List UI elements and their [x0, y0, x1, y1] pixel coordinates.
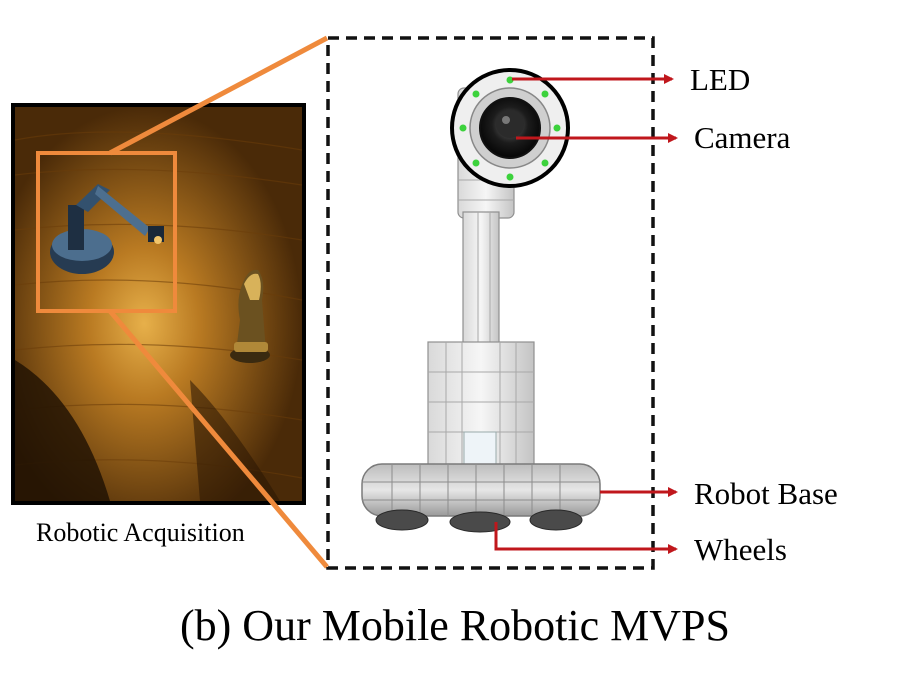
acquisition-photo [11, 103, 306, 505]
robot-render [361, 68, 601, 533]
robot-arm-icon [50, 184, 164, 274]
chess-knight-icon [230, 269, 270, 363]
wheels-arrow [494, 522, 678, 554]
zoom-region [36, 151, 177, 313]
figure-caption: (b) Our Mobile Robotic MVPS [180, 601, 730, 650]
camera-lens-icon [479, 97, 541, 159]
zoom-connector [108, 35, 329, 569]
wheel-icon [375, 509, 583, 533]
led-label: LED [690, 62, 751, 97]
camera-label: Camera [694, 120, 791, 155]
robot-detail-frame [326, 36, 655, 570]
robot-base-label: Robot Base [694, 476, 838, 511]
pointer-arrows [494, 74, 678, 554]
wheels-label: Wheels [694, 532, 787, 567]
acquisition-label: Robotic Acquisition [36, 518, 245, 547]
